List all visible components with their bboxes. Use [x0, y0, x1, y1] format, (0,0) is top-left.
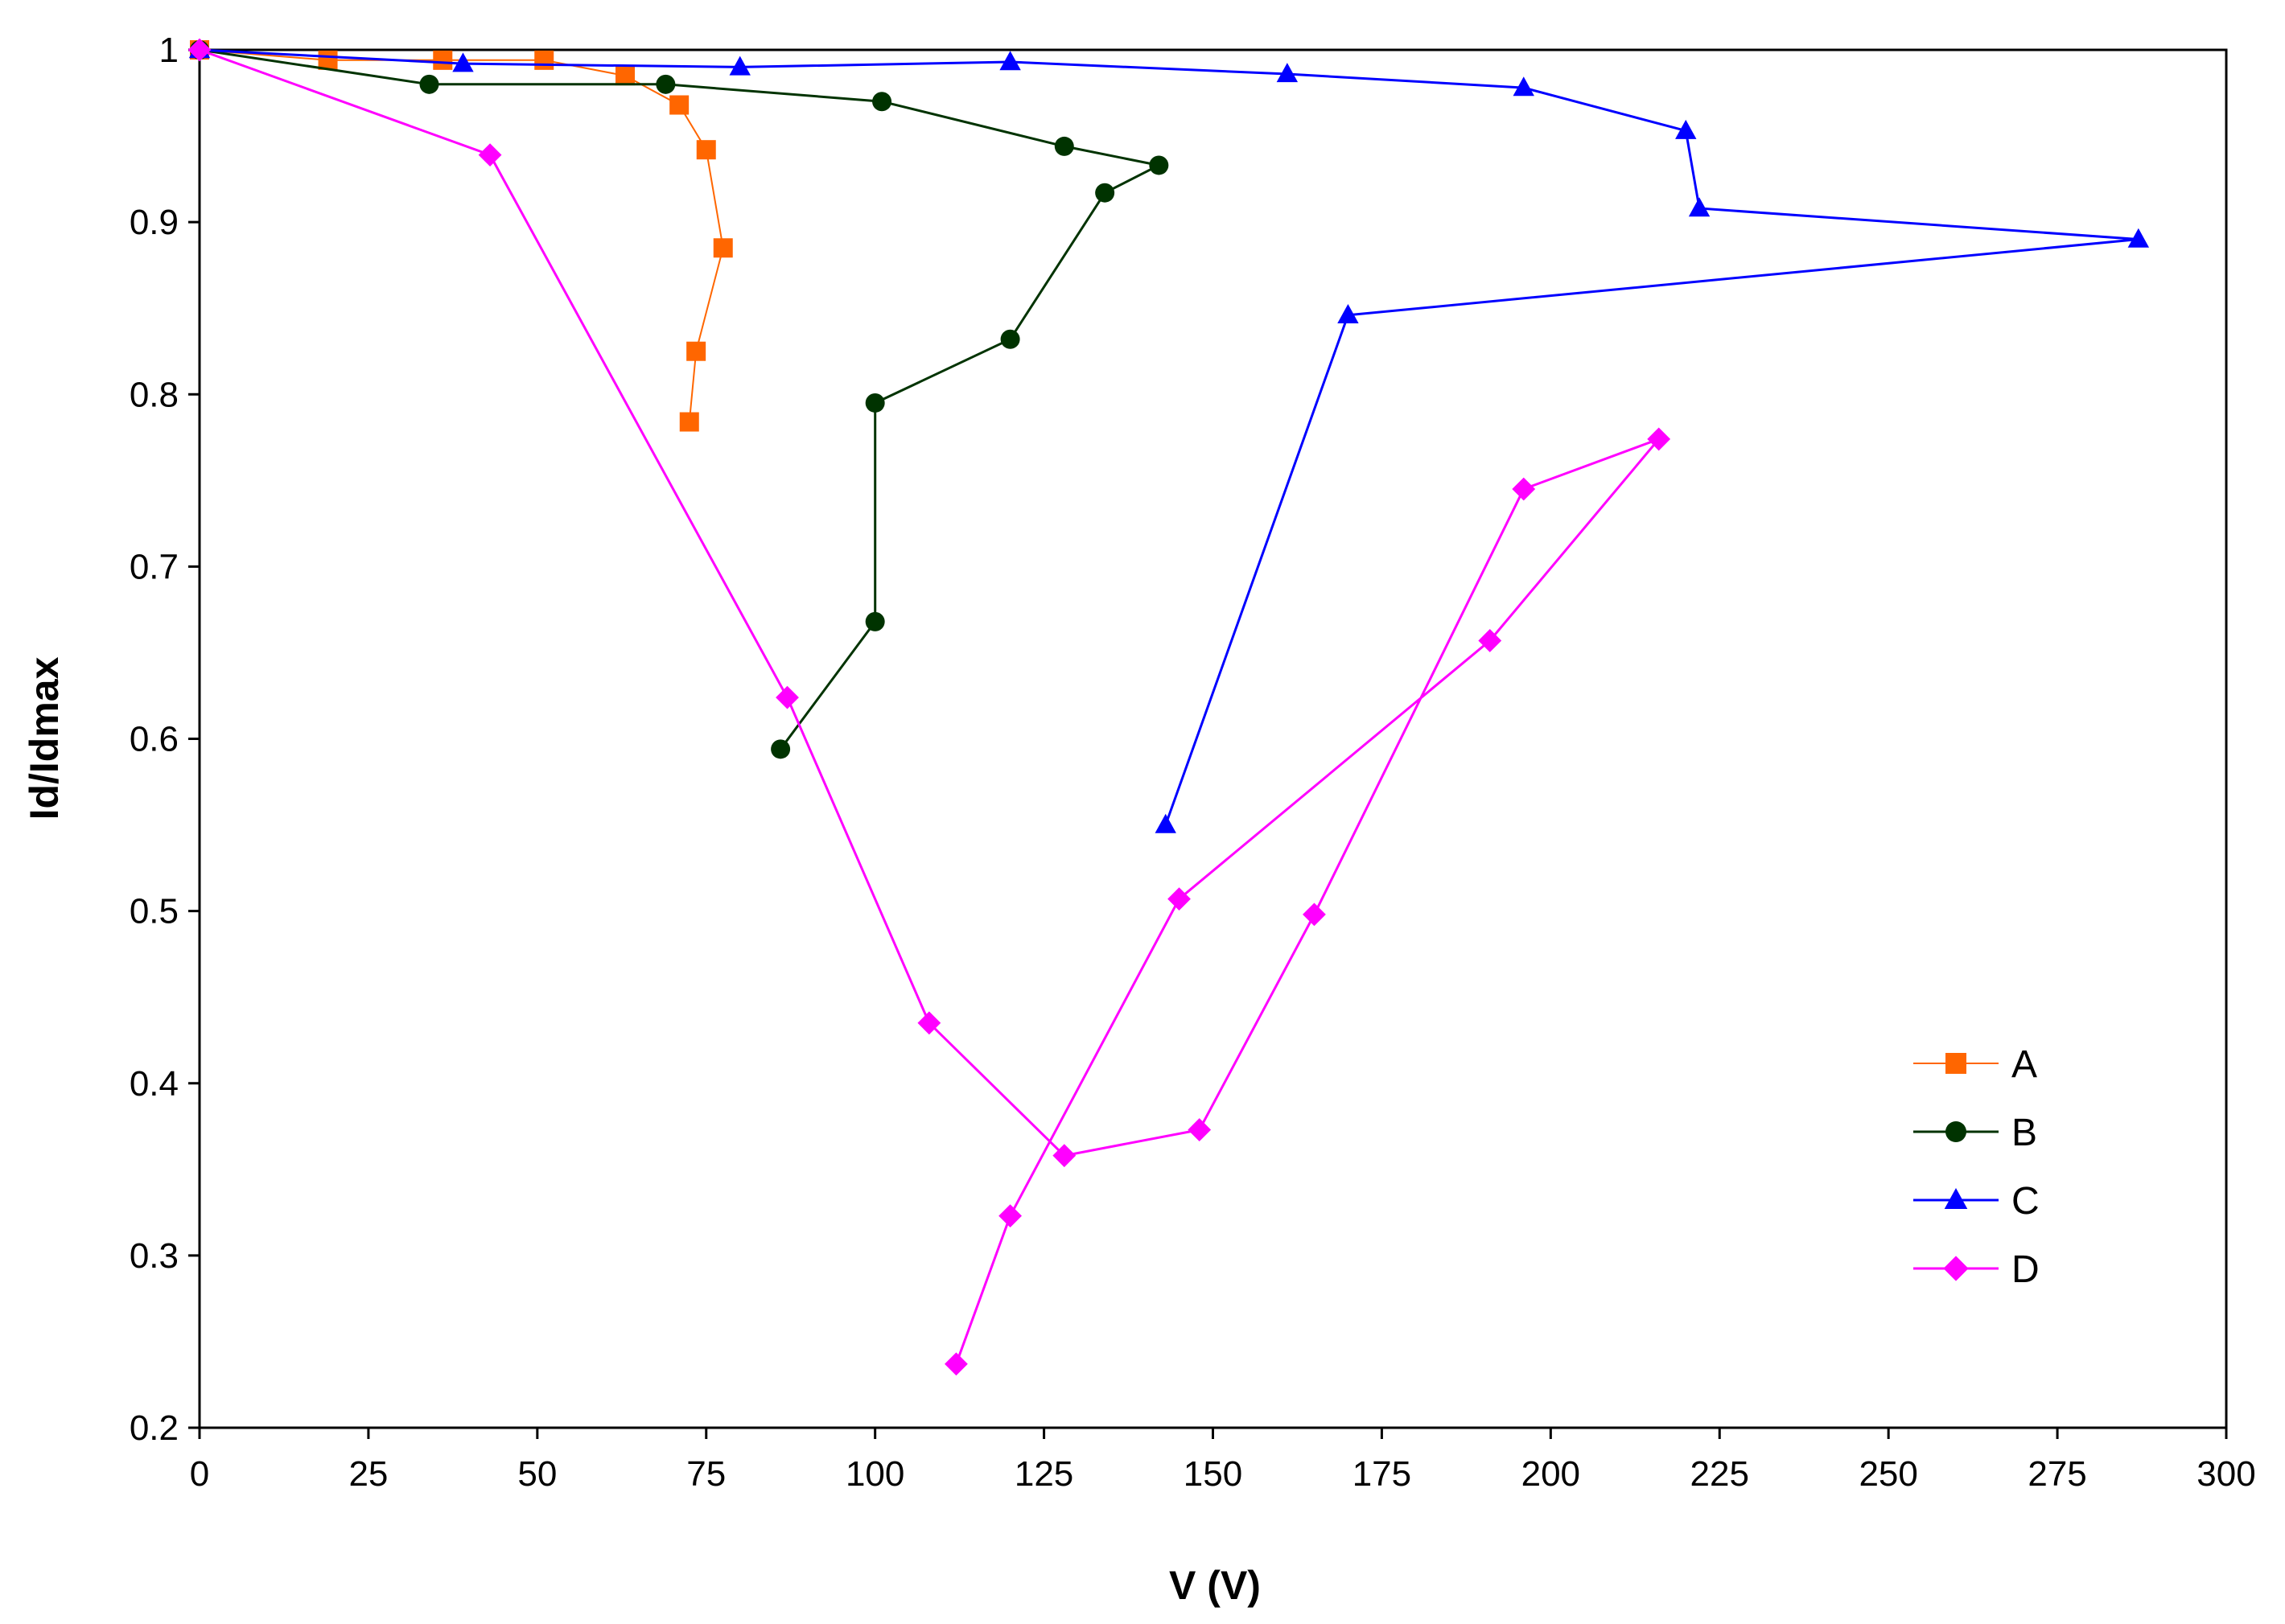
series-d-point	[1167, 887, 1191, 911]
series-d-point	[945, 1352, 968, 1376]
y-axis-title: Id/Idmax	[22, 656, 67, 820]
x-tick-label: 200	[1521, 1454, 1580, 1494]
series-d-point	[1512, 477, 1536, 501]
series-b-point	[1000, 329, 1020, 349]
y-tick-label: 0.3	[130, 1236, 179, 1276]
x-tick-label: 50	[517, 1454, 557, 1494]
y-tick-label: 0.9	[130, 203, 179, 242]
legend-item-a: A	[1913, 1043, 2037, 1086]
series-b-point	[771, 739, 791, 759]
x-tick-label: 175	[1352, 1454, 1411, 1494]
series-c-point	[2127, 228, 2150, 248]
legend-label: B	[2011, 1112, 2037, 1154]
legend-marker	[1945, 1053, 1966, 1074]
series-b-point	[872, 92, 892, 112]
series-d-point	[917, 1011, 941, 1035]
series-b-point	[865, 611, 885, 631]
x-tick-label: 275	[2028, 1454, 2086, 1494]
legend-item-c: C	[1913, 1180, 2040, 1223]
x-tick-label: 100	[846, 1454, 904, 1494]
series-c-point	[1276, 63, 1299, 83]
legend-marker	[1943, 1256, 1969, 1281]
y-tick-label: 0.5	[130, 892, 179, 931]
series-c-point	[1337, 303, 1359, 323]
series-a-point	[669, 95, 690, 115]
x-tick-label: 150	[1184, 1454, 1242, 1494]
series-c-point	[1513, 76, 1534, 97]
series-a-point	[696, 140, 716, 160]
series-layer	[187, 38, 2150, 1376]
x-tick-label: 25	[348, 1454, 388, 1494]
series-d-point	[1647, 427, 1671, 451]
x-tick-label: 250	[1859, 1454, 1917, 1494]
series-b-point	[1054, 136, 1074, 156]
y-tick-label: 0.7	[130, 547, 179, 586]
y-tick-label: 0.4	[130, 1064, 179, 1104]
y-tick-label: 0.2	[130, 1408, 179, 1448]
series-a-point	[318, 50, 338, 70]
series-b-point	[656, 74, 676, 94]
x-tick-label: 125	[1015, 1454, 1073, 1494]
series-d-point	[478, 143, 502, 167]
series-d-point	[1052, 1144, 1077, 1168]
series-d-point	[998, 1204, 1022, 1228]
series-d-point	[1478, 629, 1502, 652]
series-a-point	[679, 412, 699, 432]
y-tick-label: 0.8	[130, 375, 179, 414]
series-b-point	[419, 74, 439, 94]
series-c-point	[1688, 197, 1711, 217]
series-d-point	[1188, 1118, 1212, 1141]
legend-marker	[1945, 1121, 1966, 1142]
series-c-point	[999, 51, 1021, 71]
series-b-point	[865, 393, 885, 413]
legend-label: D	[2011, 1248, 2040, 1291]
y-axis: 0.2 0.3 0.4 0.5 0.6 0.7 0.8 0.9 1	[130, 31, 200, 1448]
x-tick-label: 75	[686, 1454, 726, 1494]
series-c-point	[729, 56, 751, 76]
series-d-point	[187, 38, 212, 62]
x-tick-label: 300	[2196, 1454, 2255, 1494]
x-axis-title: V (V)	[1169, 1563, 1261, 1608]
series-a-point	[713, 238, 733, 258]
legend-label: A	[2011, 1043, 2037, 1086]
series-b	[190, 40, 1169, 759]
x-tick-label: 0	[190, 1454, 209, 1494]
series-d-point	[776, 685, 799, 709]
legend-item-b: B	[1913, 1112, 2037, 1154]
series-b-point	[1095, 183, 1115, 203]
series-a-point	[433, 50, 453, 70]
y-tick-label: 1	[159, 31, 179, 70]
series-a-point	[615, 66, 635, 86]
series-a-point	[686, 341, 706, 361]
series-d-point	[1303, 902, 1326, 927]
series-a-point	[534, 50, 554, 70]
legend-item-d: D	[1913, 1248, 2040, 1291]
series-d	[187, 38, 1671, 1376]
series-c-point	[452, 52, 474, 72]
series-b-point	[1149, 155, 1169, 175]
series-c-point	[1675, 119, 1697, 139]
x-tick-label: 225	[1690, 1454, 1749, 1494]
y-tick-label: 0.6	[130, 720, 179, 759]
plot-area	[198, 48, 2228, 1429]
legend-marker	[1944, 1188, 1968, 1210]
x-axis: 0 25 50 75 100 125 150 175 200 225 250 275 300	[190, 1428, 2256, 1494]
series-c-point	[1155, 813, 1176, 833]
legend-label: C	[2011, 1180, 2040, 1223]
